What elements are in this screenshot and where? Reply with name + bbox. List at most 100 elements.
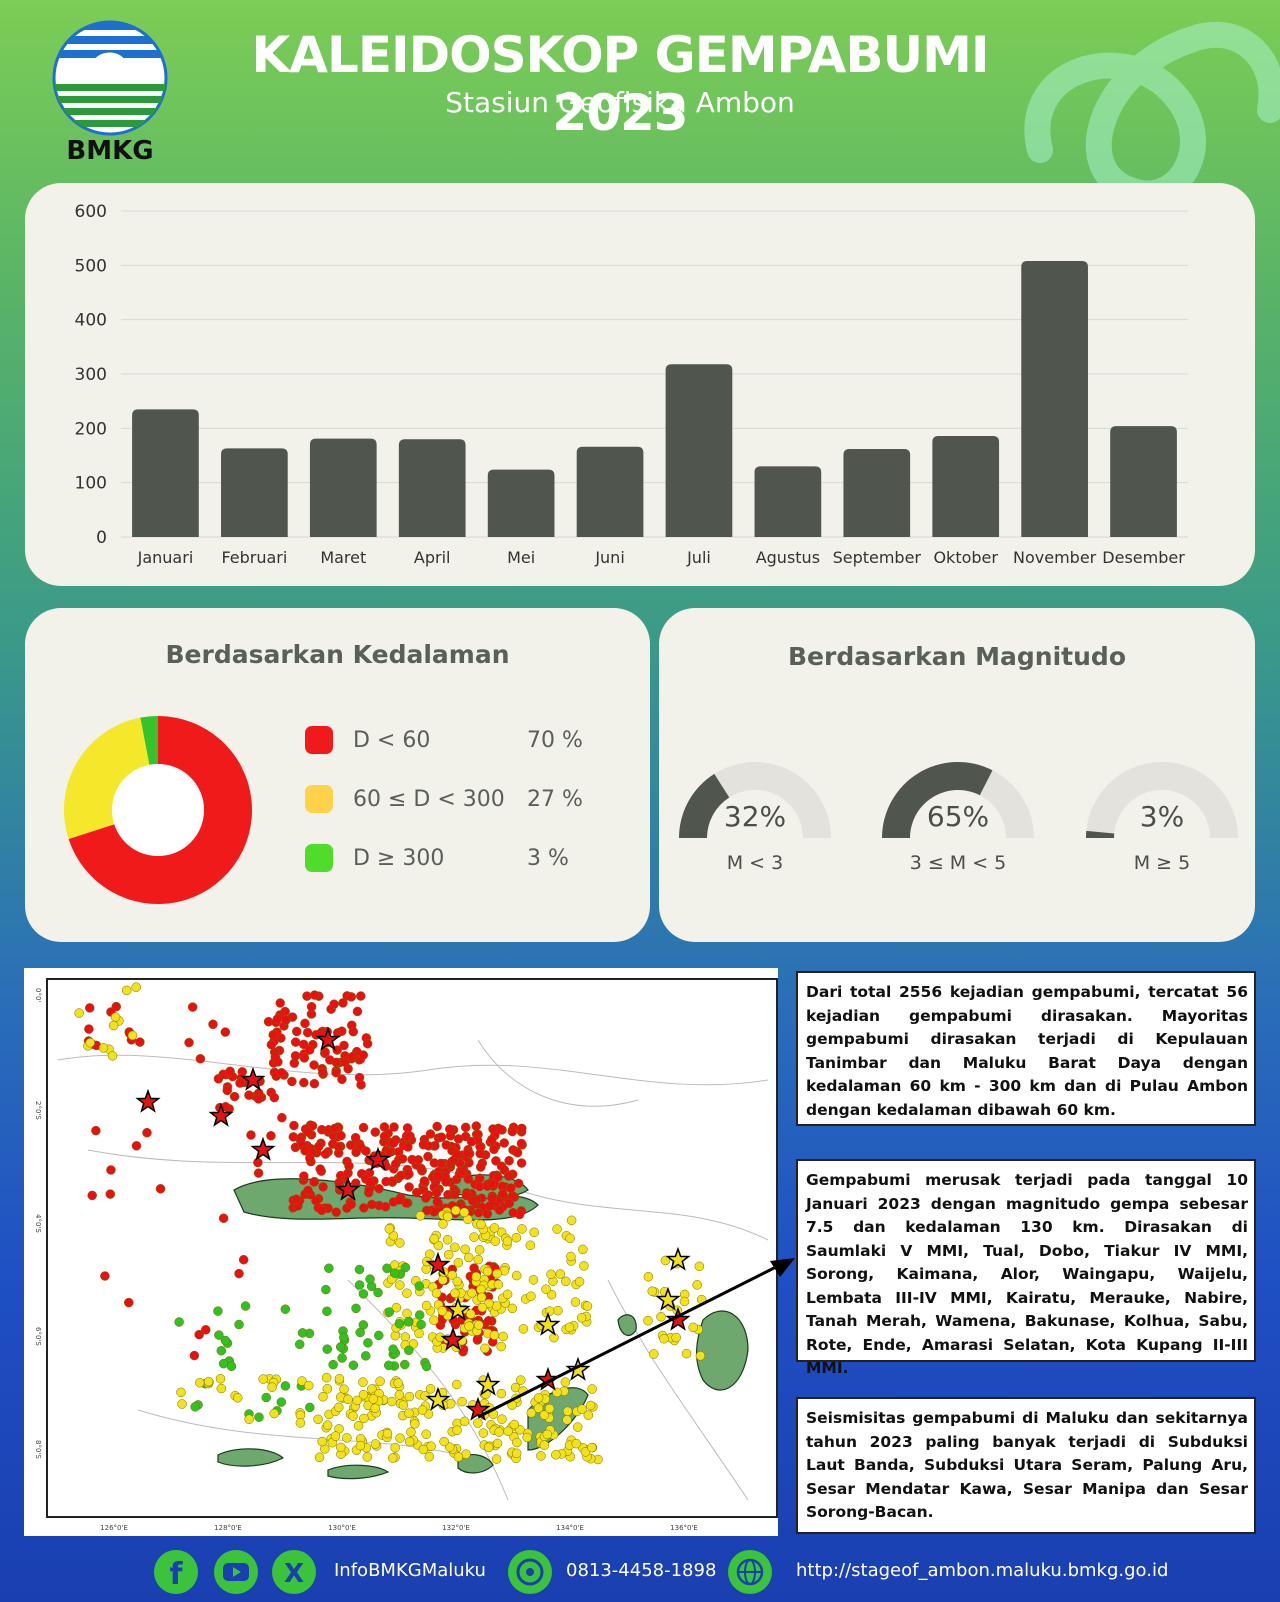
quake-dot [659,1333,669,1344]
quake-dot [476,1292,487,1303]
quake-dot [187,1002,198,1012]
bar-februari [221,448,288,537]
x-icon[interactable]: X [272,1550,316,1594]
quake-dot [374,1183,384,1194]
quake-dot [488,1124,498,1134]
map-plot-area [46,978,778,1518]
quake-dot [300,1018,310,1029]
facebook-icon[interactable]: f [154,1550,198,1594]
quake-dot [85,1037,95,1048]
quake-dot [499,1138,509,1148]
quake-dot [460,1244,470,1255]
quake-dot [363,1338,373,1348]
info-box-damaging-quake: Gempabumi merusak terjadi pada tanggal 1… [796,1159,1256,1377]
magnitude-chart-title: Berdasarkan Magnitudo [787,642,1126,671]
quake-dot [309,1078,320,1089]
quake-dot [337,1353,347,1363]
quake-dot [571,1438,581,1449]
youtube-icon[interactable] [214,1550,258,1594]
depth-donut-chart [64,716,253,904]
legend-item-shallow: D < 60 70 % [305,726,605,756]
quake-dot [525,1240,536,1251]
quake-dot [280,1304,291,1314]
quake-dot [234,1268,244,1279]
quake-dot [478,1428,489,1438]
map-lat-tick: 0°0' [34,988,42,1002]
quake-dot [322,1384,333,1394]
quake-dot [395,1238,405,1248]
x-tick-label: Oktober [933,548,998,567]
x-tick-label: Maret [320,548,366,567]
gauge-label-medium: 3 ≤ M < 5 [909,852,1007,874]
island [217,1448,285,1467]
quake-dot [272,1014,283,1024]
map-canvas [57,982,769,1501]
quake-dot [453,1257,464,1268]
monthly-bar-chart-card: 0 100 200 300 400 500 600 Januari Februari Maret A… [25,183,1255,586]
quake-dot [442,1234,453,1245]
map-lon-tick: 128°0'E [214,1524,242,1532]
map-lon-tick: 134°0'E [556,1524,584,1532]
gauge-fill [679,773,730,838]
quake-dot [337,1026,347,1036]
quake-dot [384,1224,395,1234]
quake-dot [195,1378,205,1388]
gauge-medium: 65% 3 ≤ M < 5 [878,756,1038,886]
gauge-label-small: M < 3 [726,852,784,874]
quake-dot [124,1297,134,1308]
quake-dot [244,1414,254,1424]
quake-dot [423,1151,433,1162]
quake-dot [203,1376,214,1387]
y-tick-label: 0 [96,528,107,548]
whatsapp-icon[interactable] [508,1550,552,1594]
quake-dot [414,1310,425,1320]
legend-label-deep: D ≥ 300 [353,846,445,871]
quake-dot [370,1439,381,1449]
social-handle[interactable]: InfoBMKGMaluku [334,1560,486,1581]
quake-dot [358,1122,369,1133]
globe-icon[interactable] [728,1550,772,1594]
quake-dot [216,1345,227,1356]
quake-dot [189,1350,200,1361]
quake-dot [331,1057,341,1068]
quake-dot [493,1172,503,1182]
quake-dot [127,1030,138,1041]
felt-quake-star [135,1088,161,1113]
legend-item-intermediate: 60 ≤ D < 300 27 % [305,785,605,815]
quake-dot [390,1159,401,1169]
website-url[interactable]: http://stageof_ambon.maluku.bmkg.go.id [796,1560,1169,1581]
quake-dot [587,1384,597,1394]
quake-dot [533,1393,544,1403]
quake-dot [492,1438,503,1449]
legend-item-deep: D ≥ 300 3 % [305,844,605,874]
map-lon-tick: 126°0'E [100,1524,128,1532]
quake-dot [486,1179,497,1189]
map-lat-tick: 6°0'S [34,1327,42,1346]
quake-dot [98,1043,109,1053]
quake-dot [337,1074,347,1085]
quake-dot [438,1219,448,1229]
quake-dot [338,998,348,1008]
bar-oktober [932,435,1000,537]
quake-dot [585,1400,596,1411]
quake-dot [313,1414,323,1425]
quake-dot [389,1122,399,1132]
quake-dot [483,1442,494,1453]
y-tick-label: 200 [75,419,107,439]
quake-dot [300,1146,310,1156]
felt-quake-star [335,1176,361,1201]
quake-dot [551,1450,561,1460]
quake-dot [240,1301,251,1311]
quake-dot [421,1300,432,1311]
quake-dot [309,1177,319,1187]
quake-dot [403,1142,413,1152]
phone-number[interactable]: 0813-4458-1898 [566,1560,717,1581]
gauge-large: 3% M ≥ 5 [1082,756,1242,886]
quake-dot [358,1289,369,1299]
quake-dot [471,1121,482,1131]
earthquake-points [74,982,707,1465]
quake-dot [562,1415,572,1425]
quake-dot [507,1303,518,1314]
quake-dot [347,1051,358,1062]
quake-dot [365,1274,375,1284]
